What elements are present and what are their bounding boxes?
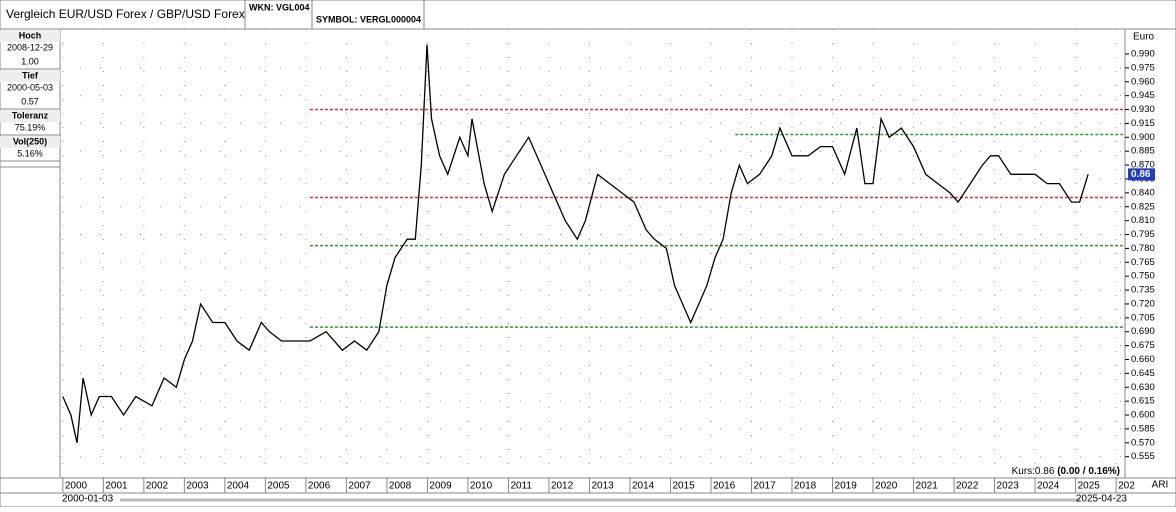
y-tick-label: 0.690 <box>1131 326 1155 337</box>
y-tick-label: 0.885 <box>1131 146 1155 157</box>
stat-label: Toleranz <box>12 110 49 120</box>
price-line <box>62 44 1089 443</box>
stat-value: 5.16% <box>17 148 43 158</box>
x-tick-label: 2008 <box>389 481 412 492</box>
stat-label-bg <box>0 70 60 82</box>
stat-date: 2000-05-03 <box>7 82 53 92</box>
stat-label: Hoch <box>19 30 42 40</box>
y-tick-label: 0.810 <box>1131 215 1155 226</box>
x-tick-label: 2014 <box>632 481 655 492</box>
stat-label-bg <box>0 136 60 148</box>
wkn: WKN: VGL004 <box>249 2 310 12</box>
y-tick-label: 0.705 <box>1131 312 1155 323</box>
y-tick-label: 0.900 <box>1131 132 1155 143</box>
last-value-label: 0.86 <box>1131 169 1151 180</box>
y-tick-label: 0.945 <box>1131 90 1155 101</box>
x-tick-label: 2019 <box>835 481 858 492</box>
stat-label-bg <box>0 110 60 122</box>
x-tick-label: 2003 <box>186 481 209 492</box>
x-tick-label: 2002 <box>146 481 169 492</box>
y-tick-label: 0.750 <box>1131 271 1155 282</box>
x-tick-label: 2017 <box>754 481 777 492</box>
start-date: 2000-01-03 <box>62 494 114 505</box>
kurs-value: Kurs:0.86 <box>1012 466 1055 477</box>
x-tick-label: 2018 <box>794 481 817 492</box>
y-tick-label: 0.975 <box>1131 62 1155 73</box>
stat-label-bg <box>0 30 60 42</box>
x-tick-label: 2016 <box>713 481 736 492</box>
stat-label: Tief <box>22 70 39 80</box>
y-tick-label: 0.630 <box>1131 382 1155 393</box>
y-tick-label: 0.615 <box>1131 396 1155 407</box>
x-tick-label: 2024 <box>1037 481 1060 492</box>
y-tick-label: 0.795 <box>1131 229 1155 240</box>
x-tick-label: 2010 <box>470 481 493 492</box>
y-tick-label: 0.825 <box>1131 201 1155 212</box>
y-tick-label: 0.600 <box>1131 410 1155 421</box>
y-tick-label: 0.960 <box>1131 76 1155 87</box>
stat-value: 0.57 <box>21 96 39 106</box>
y-tick-label: 0.720 <box>1131 298 1155 309</box>
last-value-bg <box>1128 168 1155 181</box>
x-tick-label: 2005 <box>267 481 290 492</box>
x-tick-label: 202 <box>1118 481 1135 492</box>
y-axis-title: Euro <box>1133 32 1155 43</box>
y-tick-label: 0.645 <box>1131 368 1155 379</box>
stat-date: 2008-12-29 <box>7 42 53 52</box>
x-tick-label: 2012 <box>551 481 574 492</box>
y-tick-label: 0.765 <box>1131 257 1155 268</box>
kurs-change: (0.00 / 0.16%) <box>1057 466 1120 477</box>
y-tick-label: 0.555 <box>1131 451 1155 462</box>
x-tick-label: 2023 <box>997 481 1020 492</box>
x-tick-label: 2006 <box>308 481 331 492</box>
y-tick-label: 0.990 <box>1131 49 1155 60</box>
y-tick-label: 0.915 <box>1131 118 1155 129</box>
symbol: SYMBOL: VERGL000004 <box>316 14 421 24</box>
x-tick-label: 2007 <box>348 481 371 492</box>
y-tick-label: 0.870 <box>1131 160 1155 171</box>
y-tick-label: 0.840 <box>1131 187 1155 198</box>
x-tick-label: 2015 <box>672 481 695 492</box>
y-tick-label: 0.930 <box>1131 104 1155 115</box>
y-tick-label: 0.735 <box>1131 285 1155 296</box>
kurs: Kurs:0.86 (0.00 / 0.16%) <box>1012 466 1120 477</box>
x-tick-label: 2020 <box>875 481 898 492</box>
x-tick-label: 2025 <box>1078 481 1101 492</box>
x-tick-label: 2009 <box>429 481 452 492</box>
y-tick-label: 0.585 <box>1131 423 1155 434</box>
end-date: 2025-04-23 <box>1076 494 1128 505</box>
x-tick-label: 2022 <box>956 481 979 492</box>
x-tick-label: 2000 <box>65 481 88 492</box>
y-tick-label: 0.660 <box>1131 354 1155 365</box>
stat-label: Vol(250) <box>13 136 47 146</box>
x-tick-label: 2001 <box>105 481 128 492</box>
corner-label: ARI <box>1152 480 1169 491</box>
stat-value: 1.00 <box>21 56 39 66</box>
x-tick-label: 2021 <box>916 481 939 492</box>
header-title: Vergleich EUR/USD Forex / GBP/USD Forex <box>6 7 245 21</box>
x-tick-label: 2004 <box>227 481 250 492</box>
y-tick-label: 0.675 <box>1131 340 1155 351</box>
y-tick-label: 0.570 <box>1131 437 1155 448</box>
y-tick-label: 0.780 <box>1131 243 1155 254</box>
x-tick-label: 2013 <box>591 481 614 492</box>
x-tick-label: 2011 <box>510 481 532 492</box>
stat-value: 75.19% <box>15 122 46 132</box>
